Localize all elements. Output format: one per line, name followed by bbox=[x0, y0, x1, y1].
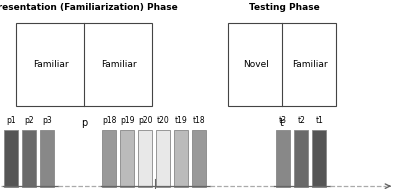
Bar bbox=[4, 130, 18, 187]
Text: p2: p2 bbox=[24, 116, 34, 125]
Bar bbox=[120, 130, 134, 187]
Bar bbox=[16, 23, 152, 106]
Bar bbox=[312, 130, 326, 187]
Text: p: p bbox=[81, 118, 87, 128]
Bar bbox=[294, 130, 308, 187]
Text: p3: p3 bbox=[42, 116, 52, 125]
Bar bbox=[22, 130, 36, 187]
Text: t2: t2 bbox=[297, 116, 305, 125]
Text: p19: p19 bbox=[120, 116, 134, 125]
Bar bbox=[156, 130, 170, 187]
Text: Testing Phase: Testing Phase bbox=[249, 3, 319, 12]
Bar bbox=[174, 130, 188, 187]
Text: Familiar: Familiar bbox=[102, 60, 137, 69]
Text: t3: t3 bbox=[279, 116, 287, 125]
Bar bbox=[138, 130, 152, 187]
Bar bbox=[40, 130, 54, 187]
Text: t18: t18 bbox=[193, 116, 206, 125]
Text: t: t bbox=[280, 118, 284, 128]
Bar bbox=[228, 23, 336, 106]
Text: t1: t1 bbox=[315, 116, 323, 125]
Bar bbox=[192, 130, 206, 187]
Text: Presentation (Familiarization) Phase: Presentation (Familiarization) Phase bbox=[0, 3, 177, 12]
Text: p1: p1 bbox=[6, 116, 16, 125]
Text: Familiar: Familiar bbox=[292, 60, 328, 69]
Text: t19: t19 bbox=[175, 116, 188, 125]
Text: t20: t20 bbox=[157, 116, 170, 125]
Bar bbox=[102, 130, 116, 187]
Text: Familiar: Familiar bbox=[34, 60, 69, 69]
Text: p20: p20 bbox=[138, 116, 152, 125]
Text: p18: p18 bbox=[102, 116, 116, 125]
Bar bbox=[276, 130, 290, 187]
Text: Novel: Novel bbox=[243, 60, 269, 69]
